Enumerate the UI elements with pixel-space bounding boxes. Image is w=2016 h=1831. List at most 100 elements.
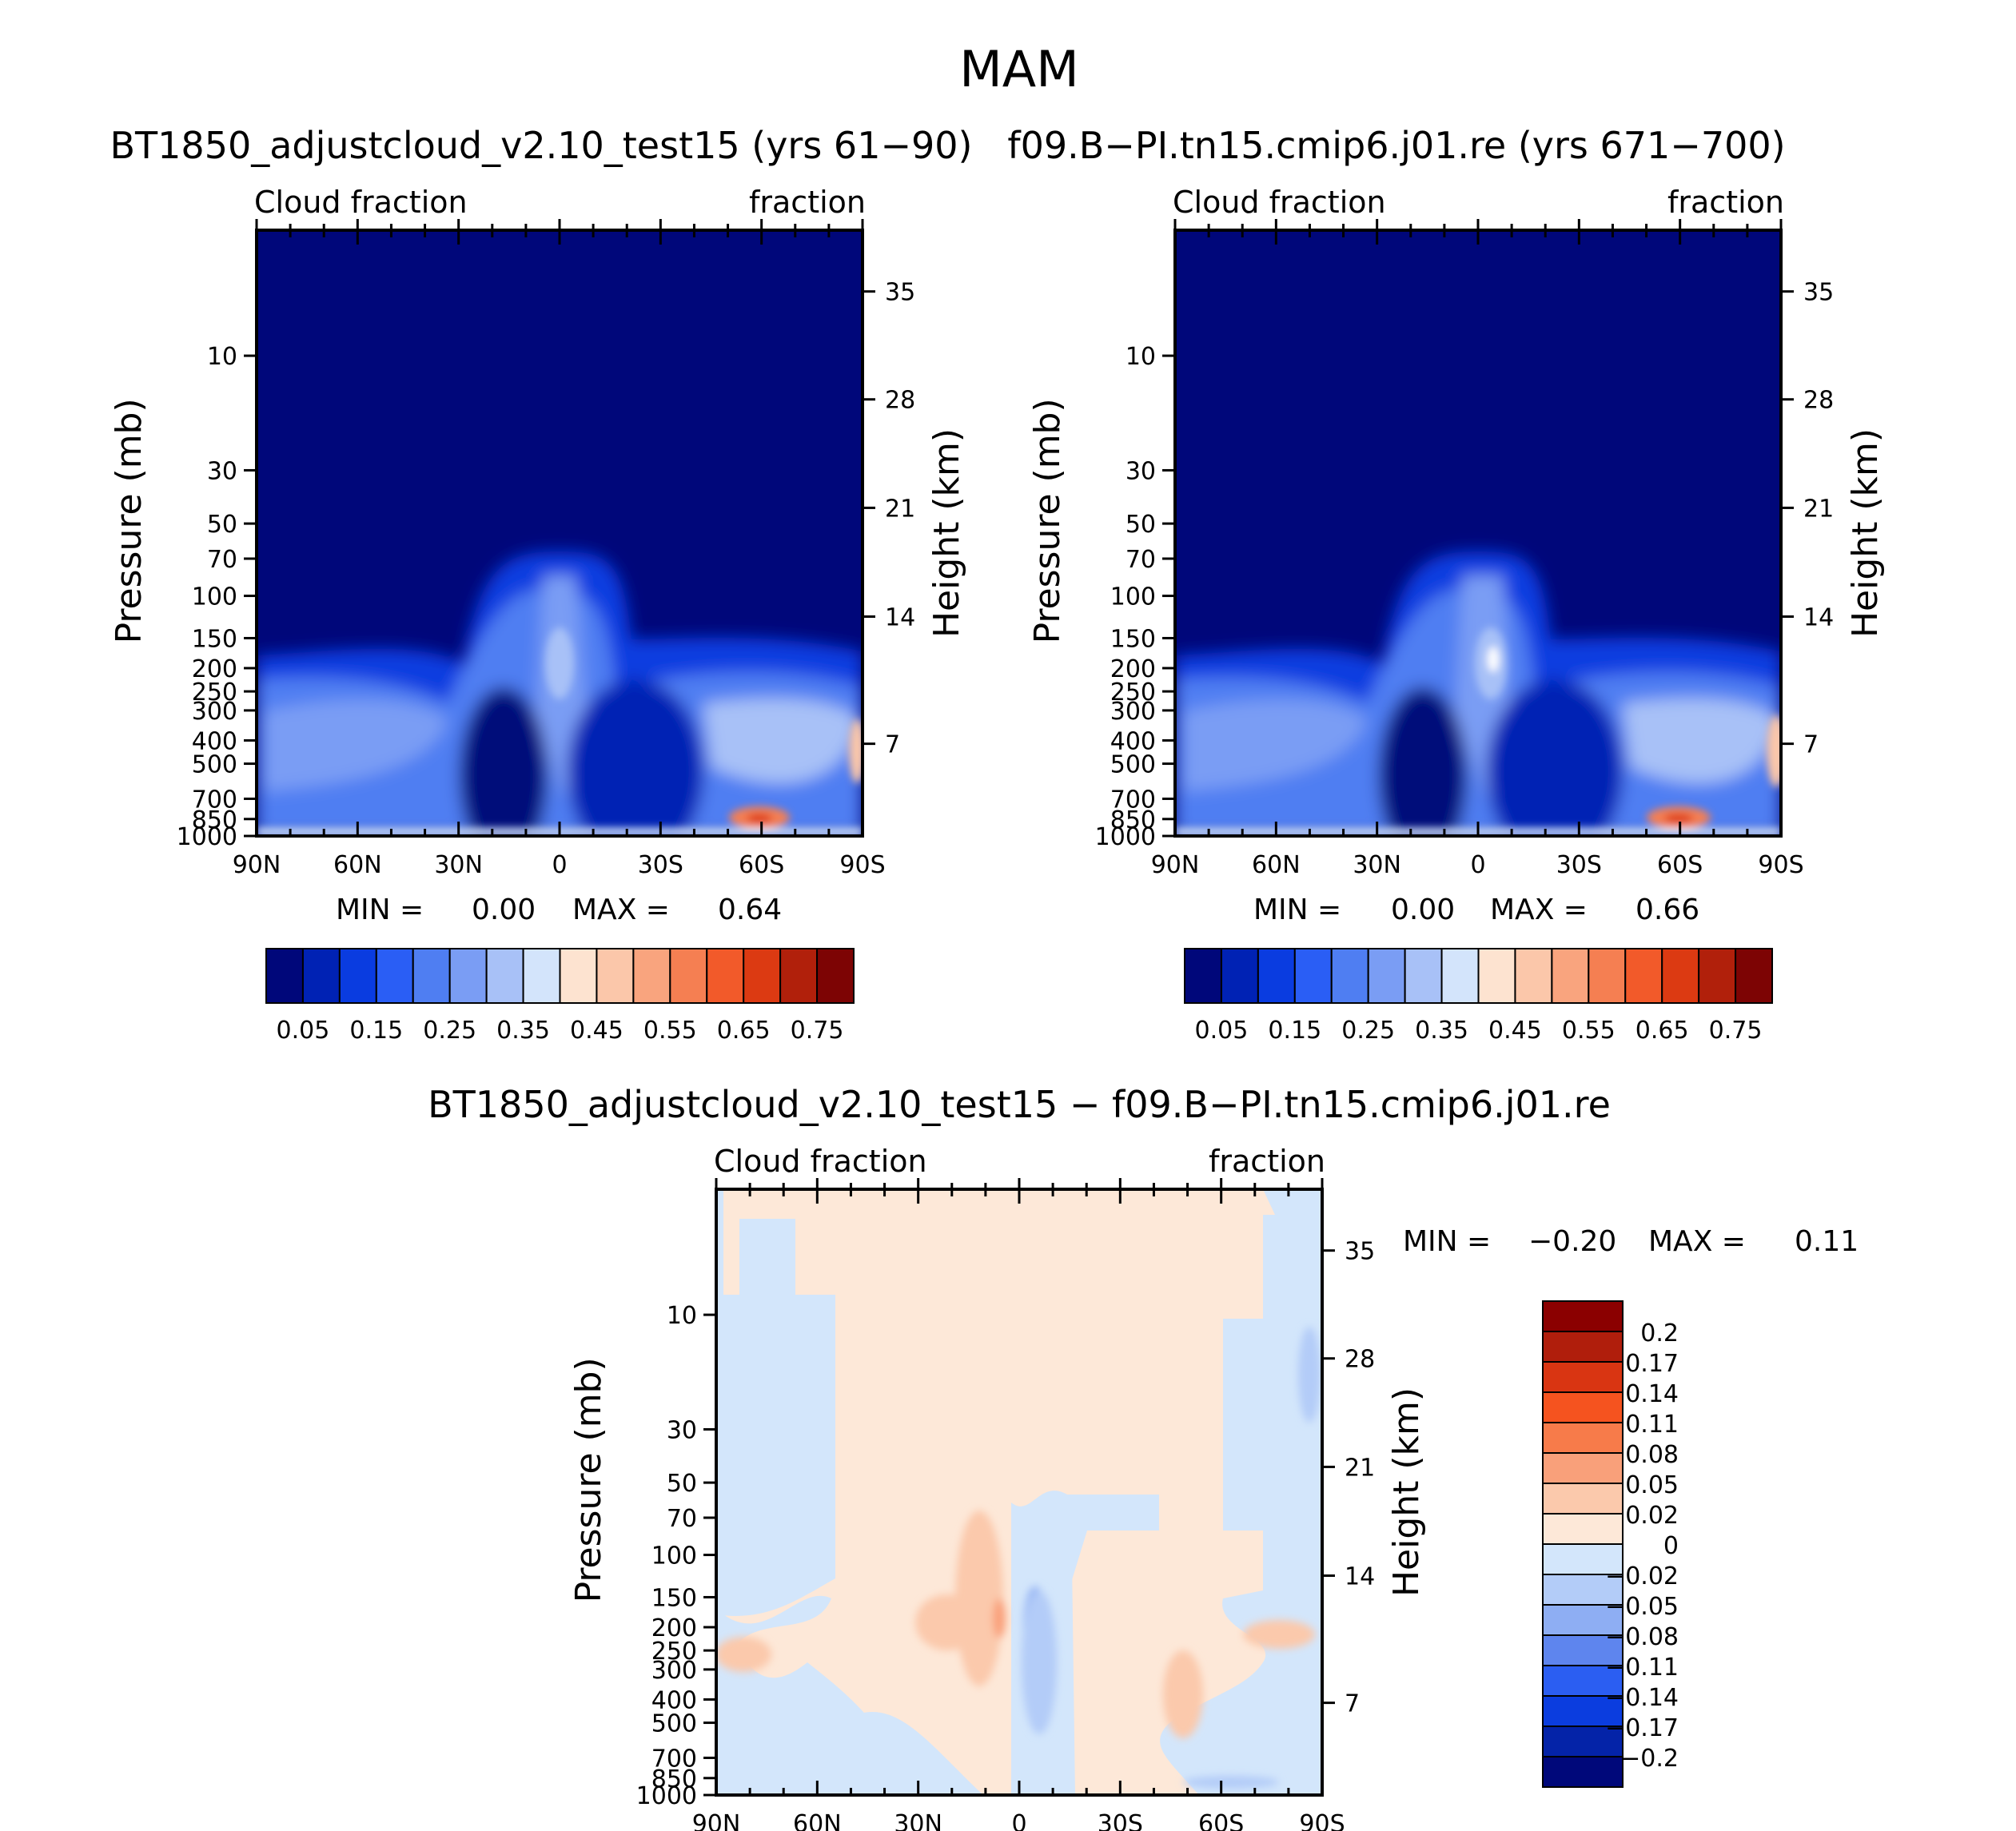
- y-tick-label: 150: [651, 1584, 697, 1612]
- panel3-pos-left: [716, 1637, 771, 1672]
- colorbar-label: 0.17: [1625, 1350, 1679, 1378]
- colorbar-swatch: [1551, 948, 1590, 1004]
- panel3-neg-edge: [1298, 1327, 1321, 1423]
- y-tick-label: 30: [207, 457, 237, 485]
- height-tick-label: 7: [1803, 731, 1819, 759]
- height-tick-label: 35: [1803, 279, 1834, 307]
- x-tick-label: 30S: [1098, 1810, 1143, 1831]
- panel3-neg-mid: [1022, 1590, 1057, 1734]
- y-tick-label: 100: [1110, 583, 1156, 611]
- height-tick-label: 28: [1803, 387, 1834, 415]
- colorbar-label: −0.08: [1605, 1623, 1679, 1651]
- panel3-neg-bottom: [847, 1712, 983, 1795]
- colorbar-swatch: [1220, 948, 1259, 1004]
- y-tick-label: 300: [192, 698, 237, 726]
- height-tick-label: 14: [885, 603, 915, 631]
- x-tick-label: 90N: [692, 1810, 741, 1831]
- figure-title: MAM: [959, 40, 1078, 98]
- panel1-nh-patch: [264, 700, 448, 791]
- colorbar-swatch: [1184, 948, 1222, 1004]
- panel1-title: BT1850_adjustcloud_v2.10_test15 (yrs 61−…: [110, 124, 973, 167]
- height-tick-label: 7: [1345, 1690, 1360, 1718]
- y-tick-label: 150: [192, 625, 237, 653]
- y-tick-label: 1000: [177, 823, 237, 851]
- colorbar-label: −0.2: [1620, 1745, 1679, 1773]
- y-tick-label: 250: [192, 679, 237, 707]
- colorbar-label: 0.65: [1636, 1017, 1689, 1045]
- colorbar-swatch: [1404, 948, 1443, 1004]
- height-tick-label: 7: [885, 731, 900, 759]
- panel1-min-label: MIN =: [336, 894, 424, 926]
- colorbar-swatch: [1542, 1604, 1624, 1636]
- colorbar-swatch: [1542, 1574, 1624, 1606]
- colorbar-swatch: [1588, 948, 1627, 1004]
- panel3-min-label: MIN =: [1403, 1225, 1491, 1258]
- colorbar-swatch: [1698, 948, 1737, 1004]
- colorbar-swatch: [779, 948, 819, 1004]
- panel3-neg-left-upper: [716, 1189, 835, 1616]
- y-tick-label: 70: [1126, 546, 1156, 574]
- y-tick-label: 400: [651, 1686, 697, 1714]
- x-tick-label: 0: [1470, 851, 1485, 879]
- panel3-title: BT1850_adjustcloud_v2.10_test15 − f09.B−…: [428, 1083, 1611, 1126]
- colorbar-swatch: [816, 948, 855, 1004]
- panel2-max-label: MAX =: [1490, 894, 1588, 926]
- height-tick-label: 35: [1345, 1238, 1375, 1266]
- colorbar-label: 0.15: [349, 1017, 403, 1045]
- colorbar-swatch: [559, 948, 598, 1004]
- y-tick-label: 30: [667, 1416, 697, 1444]
- y-tick-label: 250: [1110, 679, 1156, 707]
- colorbar-label: 0: [1663, 1532, 1679, 1560]
- colorbar-label: −0.17: [1605, 1714, 1679, 1742]
- colorbar-swatch: [338, 948, 377, 1004]
- panel2-right-label: fraction: [1667, 185, 1784, 220]
- panel2-left-label: Cloud fraction: [1173, 185, 1386, 220]
- panel1-colorbar: 0.05 0.15 0.25 0.35 0.45 0.55 0.65 0.75: [265, 948, 855, 1045]
- x-tick-label: 0: [1011, 1810, 1026, 1831]
- colorbar-label: 0.55: [643, 1017, 697, 1045]
- panel2-axes: 90N 60N 30N 0 30S 60S 90S103050701001502002503…: [1027, 219, 1886, 879]
- colorbar-swatch: [1367, 948, 1406, 1004]
- colorbar-swatch: [1542, 1300, 1624, 1332]
- y-tick-label: 200: [192, 655, 237, 683]
- y-axis-label: Pressure (mb): [1027, 398, 1068, 643]
- x-tick-label: 90N: [233, 851, 281, 879]
- colorbar-label: 0.02: [1625, 1502, 1679, 1530]
- colorbar-swatch: [1542, 1483, 1624, 1515]
- colorbar-label: 0.45: [570, 1017, 624, 1045]
- y-tick-label: 50: [667, 1470, 697, 1498]
- panel3-left-label: Cloud fraction: [714, 1144, 927, 1179]
- height-tick-label: 14: [1803, 603, 1834, 631]
- colorbar-swatch: [1542, 1391, 1624, 1423]
- x-tick-label: 0: [552, 851, 567, 879]
- colorbar-label: 0.25: [423, 1017, 476, 1045]
- y-tick-label: 30: [1126, 457, 1156, 485]
- colorbar-label: −0.14: [1605, 1684, 1679, 1712]
- colorbar-label: 0.35: [1415, 1017, 1468, 1045]
- panel3-pos-mid: [915, 1594, 979, 1650]
- colorbar-label: −0.02: [1605, 1562, 1679, 1590]
- y-tick-label: 400: [192, 727, 237, 755]
- panel3-max-value: 0.11: [1795, 1225, 1859, 1258]
- y-tick-label: 850: [192, 806, 237, 834]
- x-tick-label: 60S: [1198, 1810, 1244, 1831]
- colorbar-label: 0.75: [791, 1017, 844, 1045]
- colorbar-swatch: [1542, 1422, 1624, 1454]
- panel1-max-label: MAX =: [572, 894, 670, 926]
- y-tick-label: 700: [192, 786, 237, 814]
- y-tick-label: 850: [651, 1765, 697, 1793]
- y-axis-label-right: Height (km): [1845, 428, 1886, 638]
- panel3-pos-right: [1163, 1650, 1203, 1738]
- panel1-min-value: 0.00: [472, 894, 536, 926]
- colorbar-swatch: [1440, 948, 1480, 1004]
- colorbar-label: 0.05: [1195, 1017, 1249, 1045]
- panel3-min-value: −0.20: [1528, 1225, 1616, 1258]
- height-tick-label: 14: [1345, 1562, 1375, 1590]
- colorbar-swatch: [1542, 1634, 1624, 1666]
- y-tick-label: 500: [192, 751, 237, 779]
- colorbar-label: 0.25: [1341, 1017, 1395, 1045]
- colorbar-swatch: [301, 948, 341, 1004]
- y-tick-label: 400: [1110, 727, 1156, 755]
- colorbar-label: 0.35: [496, 1017, 550, 1045]
- colorbar-label: 0.14: [1625, 1380, 1679, 1408]
